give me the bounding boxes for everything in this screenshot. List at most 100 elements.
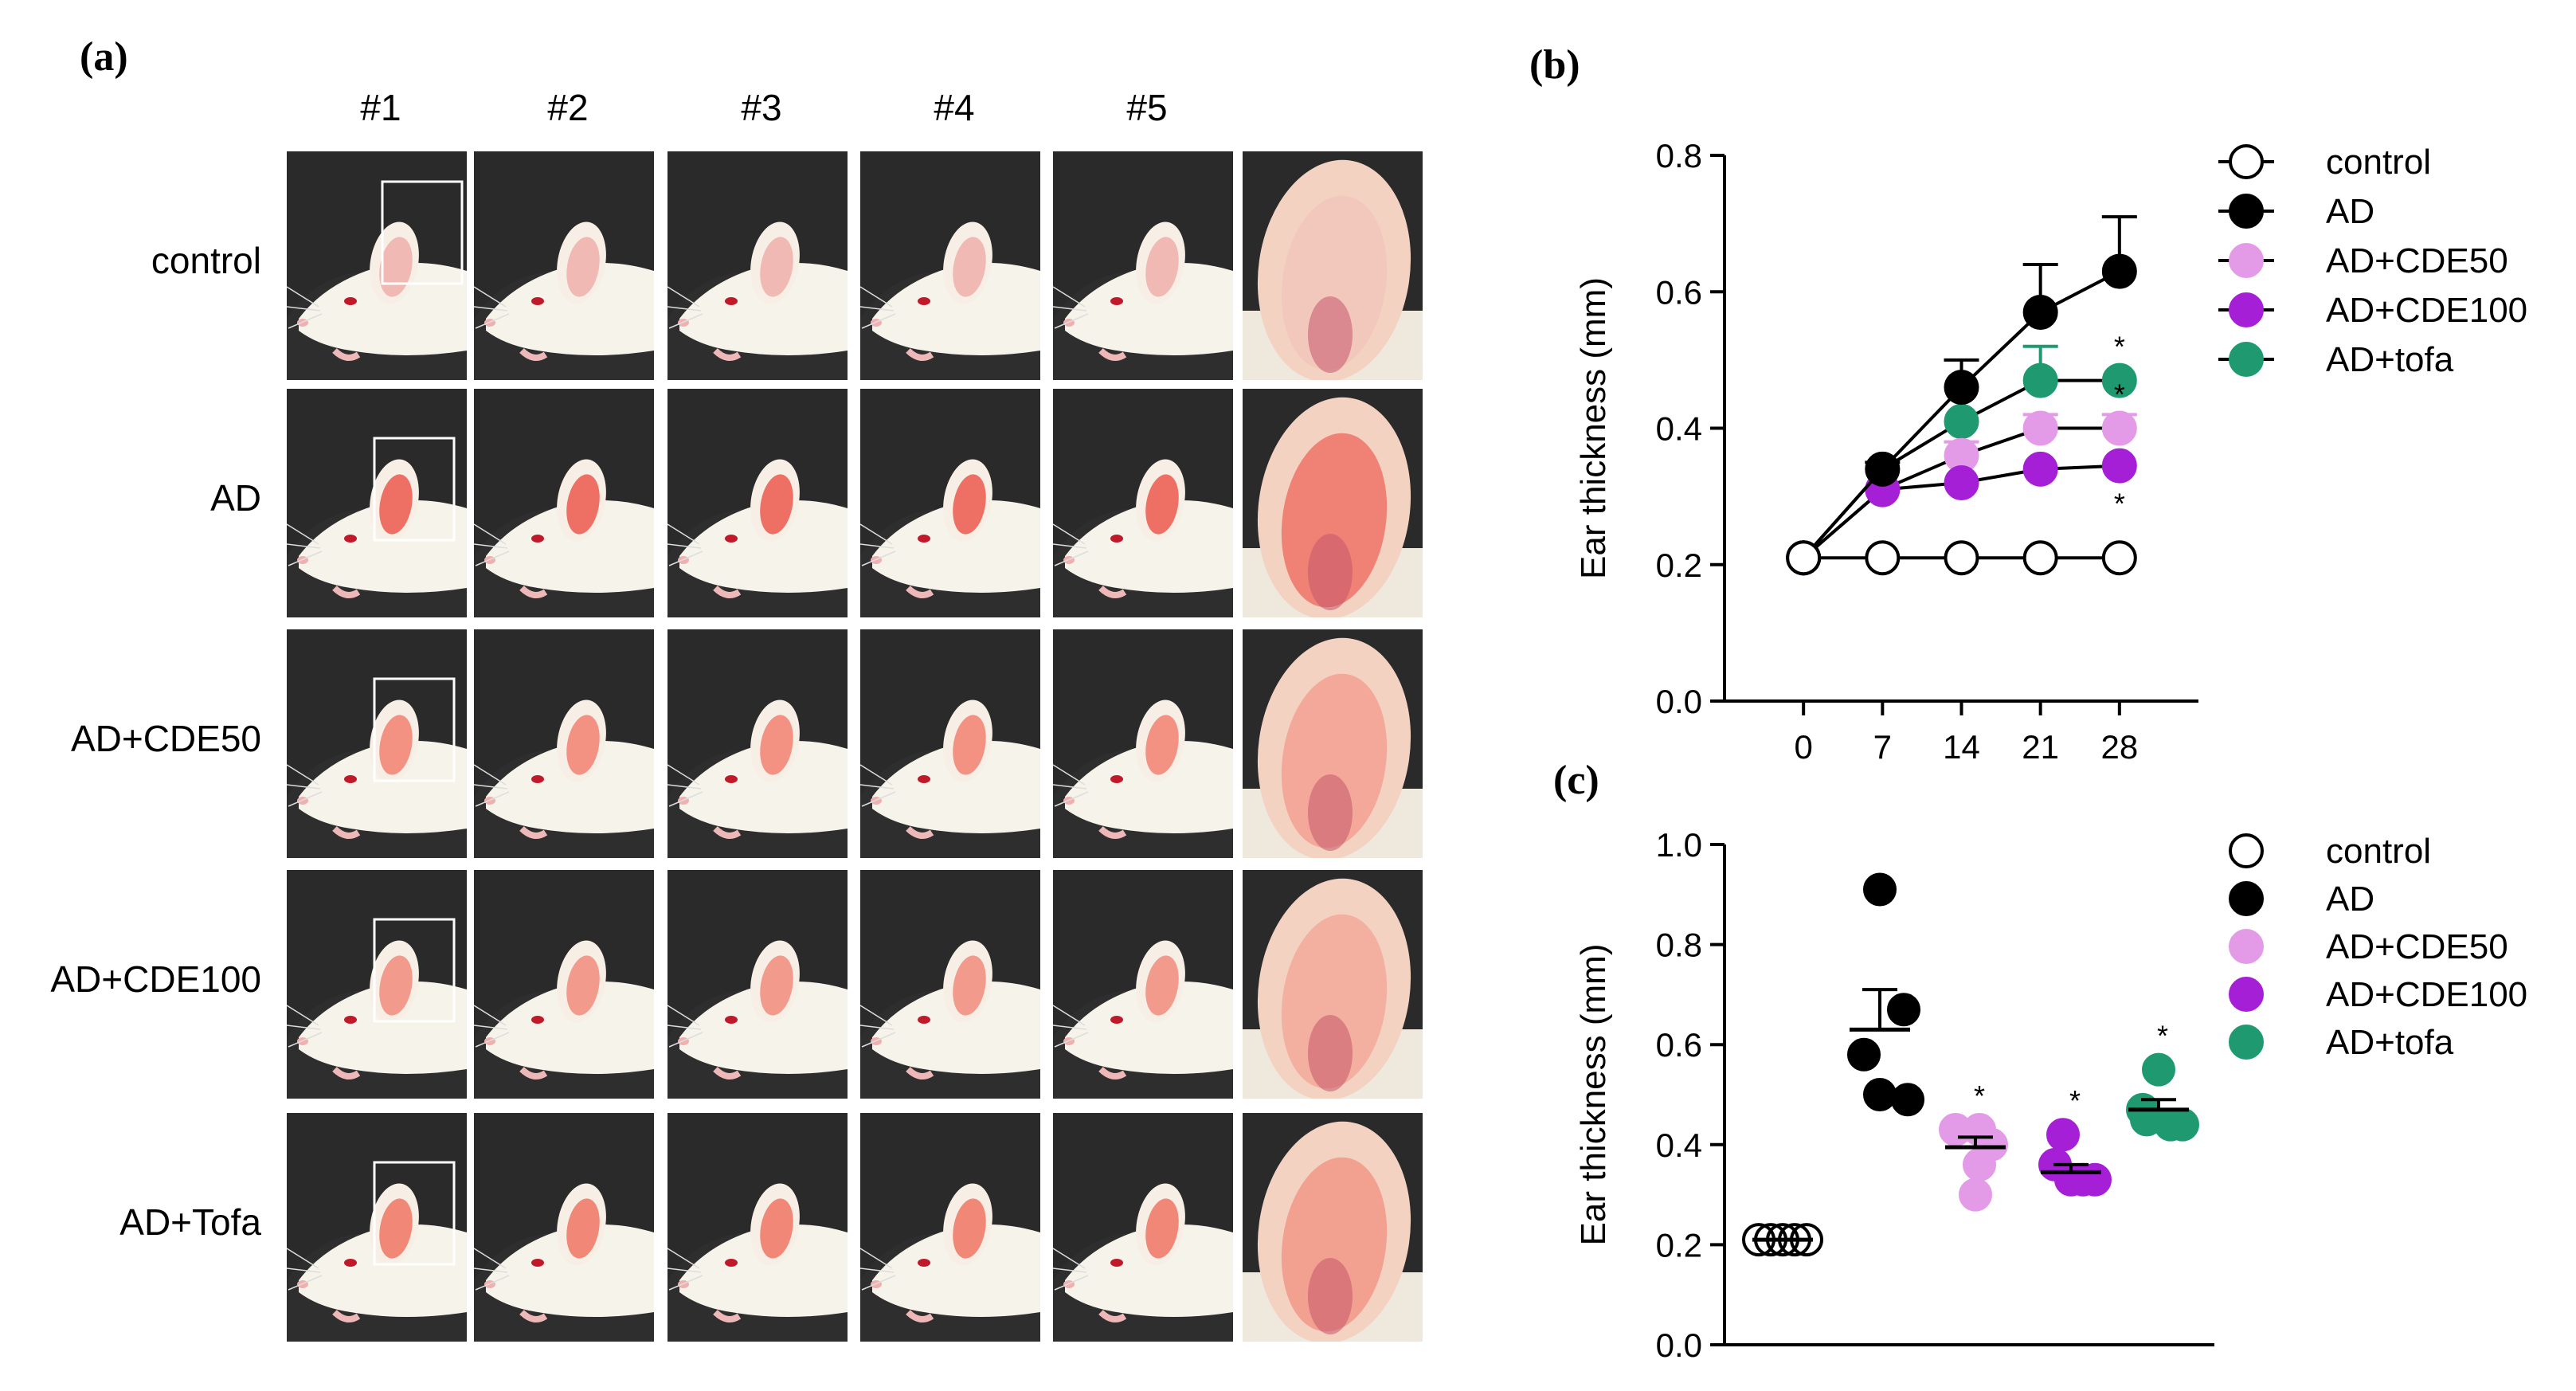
- data-point-c: [2038, 1147, 2072, 1181]
- data-point: [1865, 451, 1901, 487]
- significance-star: *: [2114, 488, 2125, 520]
- x-tick-label: 21: [2022, 728, 2059, 766]
- significance-star: *: [2114, 331, 2125, 363]
- data-point: [1786, 540, 1822, 576]
- data-point-c: [1891, 1083, 1924, 1117]
- data-point: [2101, 448, 2137, 484]
- data-point-c: [1778, 1223, 1811, 1257]
- column-label: #4: [934, 87, 975, 128]
- row-label: AD+Tofa: [119, 1201, 261, 1243]
- y-axis-label: Ear thickness (mm): [1574, 277, 1613, 579]
- data-point-c: [1959, 1177, 1992, 1212]
- ear-closeup-photo: [1243, 151, 1423, 380]
- y-tick-label-c: 0.0: [1656, 1326, 1702, 1364]
- rat-photo: [667, 629, 848, 858]
- data-point-c: [2130, 1103, 2163, 1137]
- rat-photo: [860, 629, 1040, 858]
- data-point-c: [1742, 1223, 1775, 1257]
- panel-a-label: (a): [80, 34, 128, 80]
- data-point: [1786, 540, 1822, 576]
- data-point-c: [2046, 1118, 2080, 1152]
- data-point-c: [1847, 1037, 1881, 1072]
- column-label: #2: [547, 87, 589, 128]
- legend-marker-c: [2229, 881, 2264, 916]
- data-point: [1786, 540, 1822, 576]
- data-point-c: [2126, 1092, 2159, 1127]
- data-point: [2101, 362, 2137, 398]
- row-label: AD: [210, 477, 261, 519]
- legend-marker-c: [2229, 977, 2264, 1012]
- rat-photo: [667, 870, 848, 1099]
- rat-photo: [474, 870, 654, 1099]
- data-point: [2022, 294, 2058, 330]
- data-point: [2022, 451, 2058, 487]
- data-point-c: [1963, 1147, 1996, 1181]
- data-point-c: [2142, 1052, 2175, 1087]
- rat-photo: [1053, 629, 1233, 858]
- column-label: #1: [360, 87, 401, 128]
- data-point-c: [2154, 1107, 2187, 1142]
- ear-closeup-photo: [1243, 389, 1423, 617]
- y-tick-label: 0.6: [1656, 273, 1702, 311]
- data-point: [1944, 437, 1979, 473]
- rat-photo: [1053, 1113, 1233, 1342]
- rat-photo: [287, 1113, 467, 1342]
- panel-c-label: (c): [1553, 758, 1599, 803]
- ear-closeup-photo: [1243, 1113, 1423, 1342]
- data-point-c: [1887, 993, 1920, 1027]
- significance-star: *: [2114, 378, 2125, 411]
- x-tick-label: 28: [2100, 728, 2138, 766]
- data-point-c: [1863, 872, 1897, 907]
- data-point-c: [1754, 1223, 1787, 1257]
- legend-marker-c: [2229, 1025, 2264, 1060]
- rat-photo: [287, 151, 467, 380]
- legend-marker: [2229, 144, 2264, 179]
- y-tick-label: 0.0: [1656, 683, 1702, 720]
- data-point-c: [1863, 1078, 1897, 1111]
- row-label: control: [151, 240, 261, 281]
- legend-marker: [2229, 292, 2264, 327]
- x-tick-label: 0: [1794, 728, 1812, 766]
- legend-label-c: AD+CDE50: [2326, 927, 2508, 966]
- legend-marker-c: [2229, 833, 2264, 868]
- y-tick-label-c: 0.8: [1656, 927, 1702, 964]
- data-point: [1865, 540, 1901, 576]
- legend-marker: [2229, 243, 2264, 278]
- legend-marker-c: [2229, 929, 2264, 964]
- data-point: [1786, 540, 1822, 576]
- legend-label-c: AD+tofa: [2326, 1023, 2454, 1062]
- rat-photo: [860, 389, 1040, 617]
- data-point: [2022, 362, 2058, 398]
- y-tick-label: 0.2: [1656, 547, 1702, 584]
- column-label: #5: [1126, 87, 1168, 128]
- data-point-c: [2078, 1162, 2112, 1197]
- rat-photo: [667, 1113, 848, 1342]
- rat-photo: [474, 629, 654, 858]
- ear-closeup-photo: [1243, 870, 1423, 1099]
- x-tick-label: 14: [1943, 728, 1980, 766]
- legend-marker: [2229, 342, 2264, 377]
- legend-label-c: AD: [2326, 880, 2374, 919]
- rat-photo: [287, 629, 467, 858]
- data-point: [1944, 403, 1979, 439]
- data-point: [1944, 465, 1979, 500]
- y-axis-label-c: Ear thickness (mm): [1574, 944, 1613, 1246]
- rat-photo: [860, 870, 1040, 1099]
- data-point-c: [1790, 1223, 1823, 1257]
- data-point: [1865, 472, 1901, 507]
- rat-photo: [860, 1113, 1040, 1342]
- rat-photo: [667, 389, 848, 617]
- data-point-c: [1939, 1112, 1972, 1146]
- column-label: #3: [741, 87, 782, 128]
- y-tick-label-c: 0.4: [1656, 1127, 1702, 1164]
- rat-photo: [1053, 389, 1233, 617]
- legend-label: AD+CDE50: [2326, 241, 2508, 280]
- data-point: [1865, 472, 1901, 507]
- y-tick-label: 0.4: [1656, 410, 1702, 448]
- y-tick-label-c: 0.2: [1656, 1226, 1702, 1264]
- rat-photo: [474, 1113, 654, 1342]
- rat-photo: [1053, 870, 1233, 1099]
- data-point: [1944, 370, 1979, 406]
- legend-label: AD: [2326, 192, 2374, 231]
- legend-label: AD+CDE100: [2326, 291, 2527, 330]
